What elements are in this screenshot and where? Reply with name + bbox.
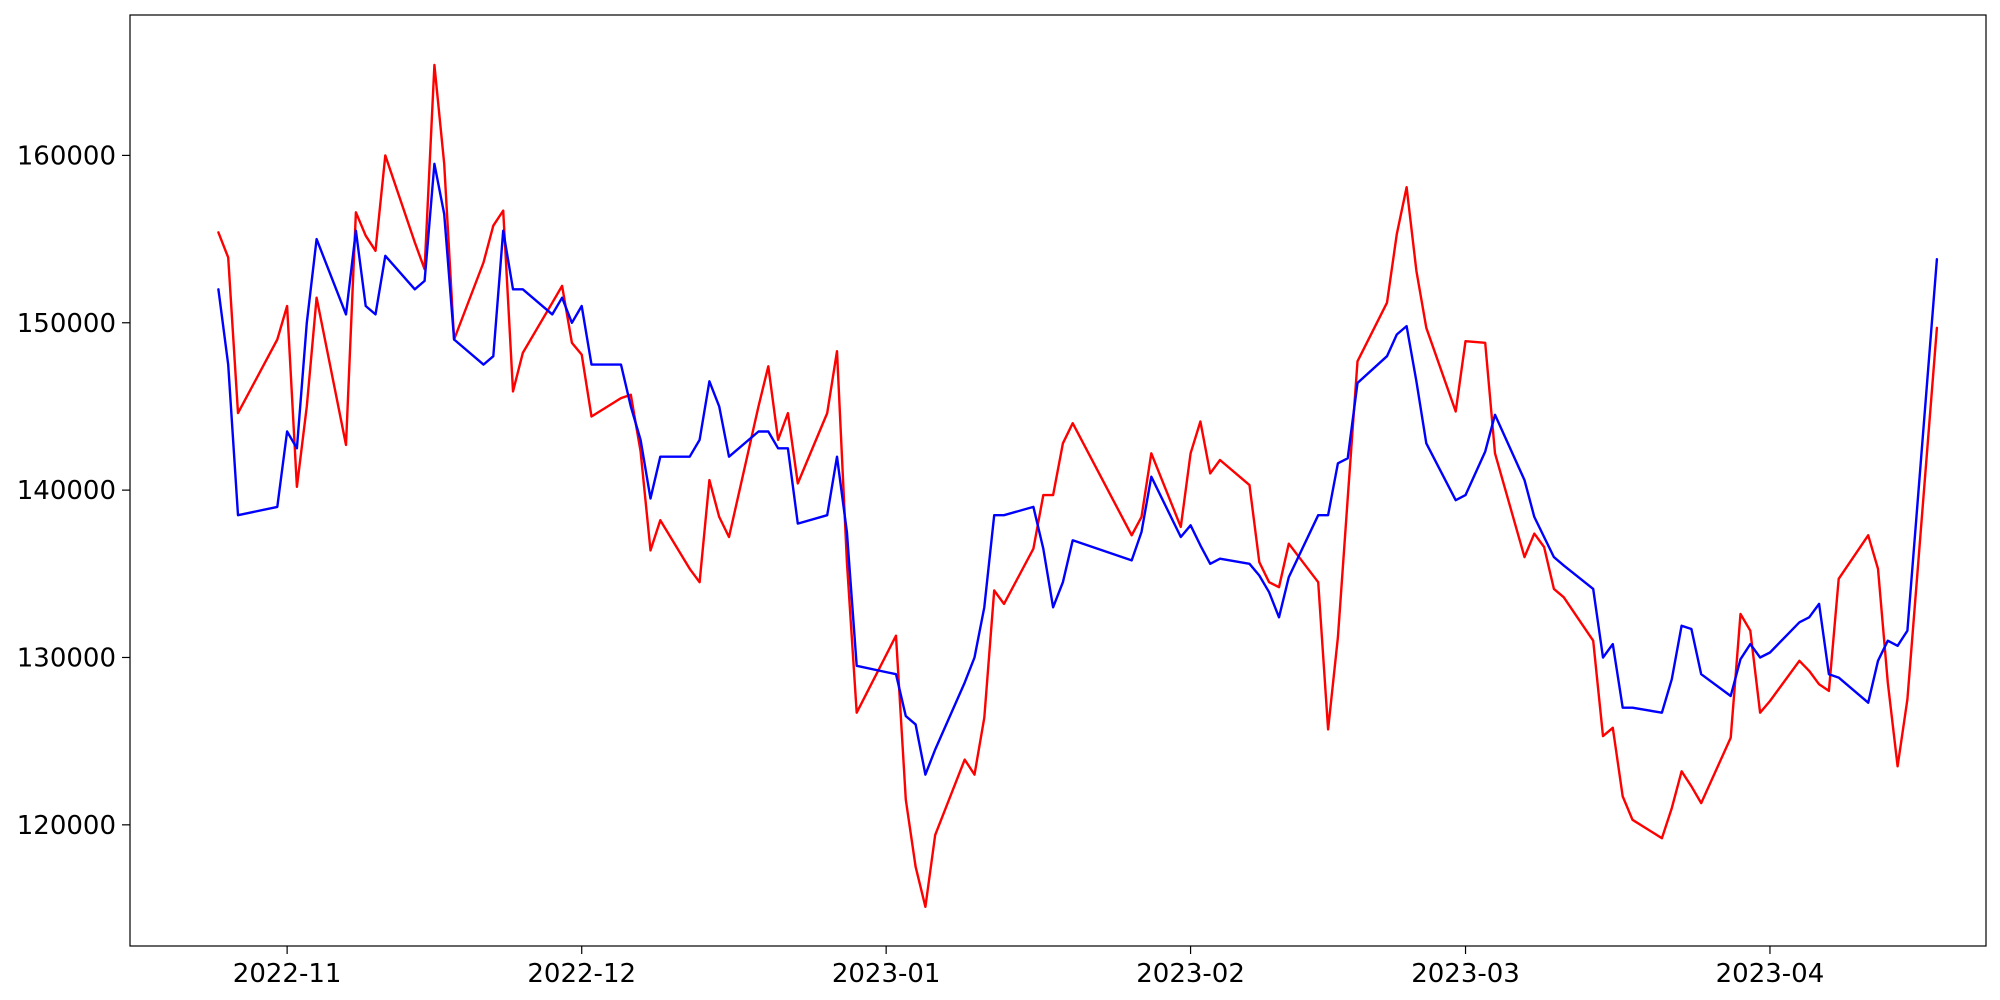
x-tick-label: 2023-01 bbox=[832, 959, 941, 989]
y-tick-label: 130000 bbox=[17, 643, 116, 673]
series-layer bbox=[217, 63, 1939, 908]
y-tick-label: 150000 bbox=[17, 309, 116, 339]
x-tick-label: 2023-04 bbox=[1716, 959, 1825, 989]
series-line-2 bbox=[217, 162, 1939, 776]
plot-frame bbox=[129, 14, 1987, 947]
y-axis: 120000 130000 140000 150000 160000 bbox=[17, 141, 130, 841]
y-tick-label: 160000 bbox=[17, 141, 116, 171]
x-tick-label: 2023-02 bbox=[1136, 959, 1245, 989]
y-tick-label: 120000 bbox=[17, 811, 116, 841]
y-tick-label: 140000 bbox=[17, 476, 116, 506]
x-axis: 2022-11 2022-12 2023-01 2023-02 2023-03 2023-… bbox=[233, 946, 1824, 989]
x-tick-label: 2023-03 bbox=[1411, 959, 1520, 989]
x-tick-label: 2022-11 bbox=[233, 959, 342, 989]
x-tick-label: 2022-12 bbox=[527, 959, 636, 989]
series-line-1 bbox=[217, 63, 1939, 908]
